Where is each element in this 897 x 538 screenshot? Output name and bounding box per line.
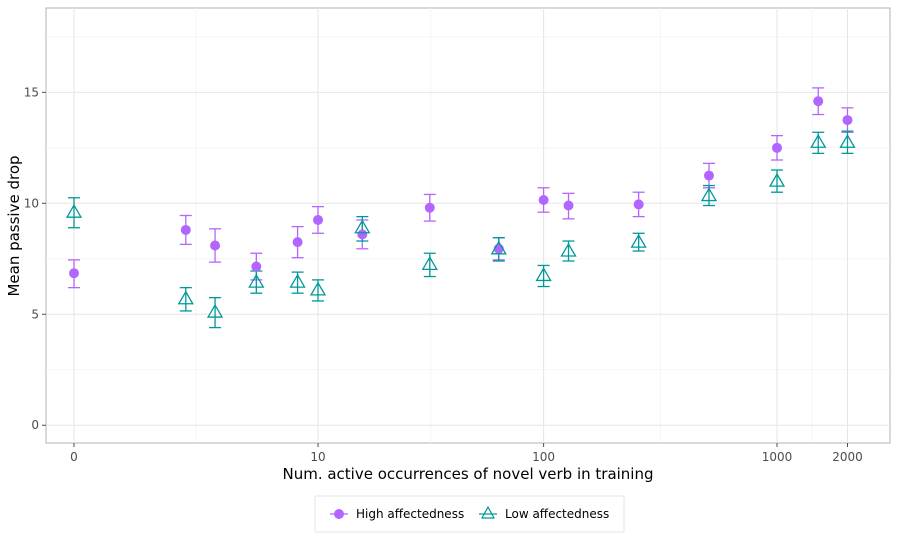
y-tick-label: 5 — [31, 307, 39, 321]
point-high-affectedness — [813, 96, 824, 107]
point-low-affectedness — [65, 203, 83, 218]
legend-low-key-icon — [480, 505, 496, 519]
legend-high-label: High affectedness — [356, 507, 464, 521]
axis-ticks: 0 5 10 15 0 10 100 1000 2000 — [24, 85, 863, 464]
point-high-affectedness — [538, 194, 549, 205]
x-tick-label: 10 — [310, 450, 325, 464]
point-high-affectedness — [563, 200, 574, 211]
y-tick-label: 10 — [24, 196, 39, 210]
point-low-affectedness — [490, 240, 507, 255]
legend-high-key-icon — [334, 509, 344, 519]
point-low-affectedness — [354, 219, 371, 234]
point-low-affectedness — [248, 273, 265, 288]
point-high-affectedness — [292, 237, 303, 248]
point-high-affectedness — [357, 229, 368, 240]
point-low-affectedness — [177, 290, 194, 305]
point-low-affectedness — [206, 303, 224, 318]
x-tick-label: 0 — [70, 450, 78, 464]
legend-low-label: Low affectedness — [505, 507, 609, 521]
point-low-affectedness — [630, 233, 647, 248]
point-high-affectedness — [842, 115, 853, 126]
data-points — [65, 96, 856, 318]
point-high-affectedness — [424, 202, 435, 213]
legend: High affectedness Low affectedness — [314, 495, 625, 533]
point-low-affectedness — [560, 242, 577, 257]
point-low-affectedness — [839, 133, 856, 148]
x-tick-label: 1000 — [762, 450, 793, 464]
point-low-affectedness — [535, 267, 552, 282]
y-tick-label: 15 — [24, 85, 39, 99]
x-tick-label: 2000 — [832, 450, 863, 464]
point-low-affectedness — [289, 273, 306, 288]
errorbar-low — [209, 296, 222, 329]
errorbar-low — [68, 197, 81, 229]
legend-item-high: High affectedness — [330, 507, 464, 521]
point-high-affectedness — [703, 170, 714, 181]
x-axis-title: Num. active occurrences of novel verb in… — [282, 465, 653, 483]
point-low-affectedness — [421, 256, 438, 270]
point-low-affectedness — [768, 172, 786, 187]
point-high-affectedness — [69, 268, 80, 279]
point-high-affectedness — [251, 261, 262, 272]
point-high-affectedness — [180, 224, 191, 235]
point-low-affectedness — [700, 187, 718, 202]
y-axis-title: Mean passive drop — [5, 155, 23, 296]
point-high-affectedness — [210, 240, 221, 251]
legend-box — [314, 495, 625, 533]
point-high-affectedness — [633, 199, 644, 210]
point-low-affectedness — [810, 133, 827, 148]
y-tick-label: 0 — [31, 418, 39, 432]
x-tick-label: 100 — [532, 450, 555, 464]
legend-item-low: Low affectedness — [479, 505, 609, 521]
point-low-affectedness — [309, 281, 327, 296]
point-high-affectedness — [313, 214, 323, 225]
plot-panel — [45, 7, 891, 444]
point-high-affectedness — [772, 142, 782, 153]
